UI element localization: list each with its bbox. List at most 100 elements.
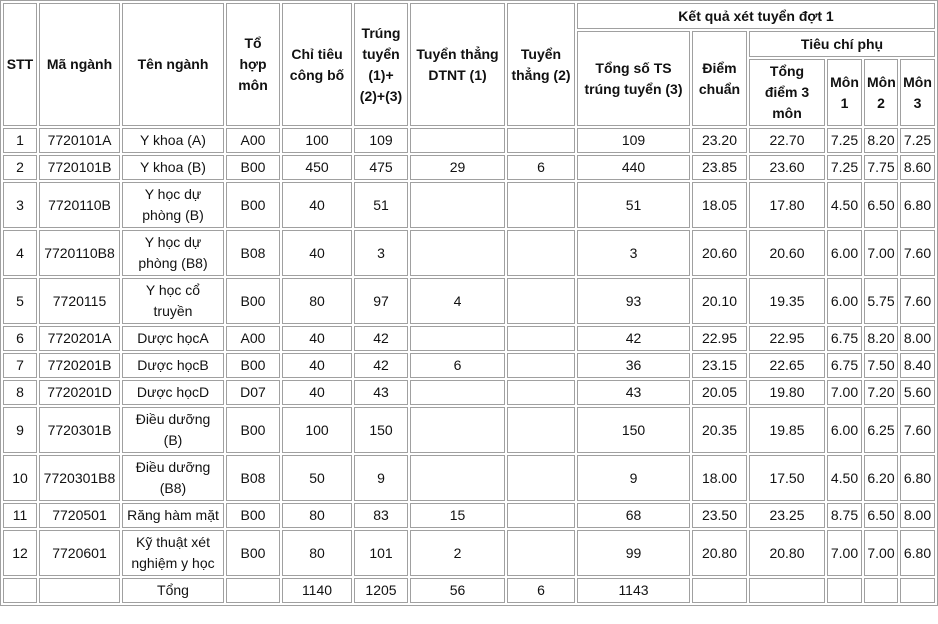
table-cell: 6.00	[827, 407, 862, 453]
table-cell: Điều dưỡng (B)	[122, 407, 224, 453]
table-cell: 7.00	[864, 530, 898, 576]
table-cell	[39, 578, 120, 603]
table-cell: 8.60	[900, 155, 936, 180]
table-cell: 6.75	[827, 326, 862, 351]
table-cell	[226, 578, 280, 603]
table-cell: 23.15	[692, 353, 747, 378]
table-row: 2 7720101B Y khoa (B) B00 450 475 29 6 440 23.85 2…	[3, 155, 936, 180]
table-cell: 40	[282, 380, 352, 405]
table-cell: 20.60	[749, 230, 825, 276]
table-cell: 18.05	[692, 182, 747, 228]
table-cell	[410, 230, 505, 276]
header-cell: Tổng điểm 3 môn	[749, 59, 825, 126]
table-cell: 97	[354, 278, 408, 324]
table-cell	[410, 380, 505, 405]
header-cell: Môn 2	[864, 59, 898, 126]
table-cell: 100	[282, 407, 352, 453]
table-cell	[410, 455, 505, 501]
header-cell: Tên ngành	[122, 3, 224, 126]
table-cell: 6	[507, 578, 575, 603]
table-body: 1 7720101A Y khoa (A) A00 100 109 109 23.20 22.7…	[3, 128, 936, 603]
table-cell: 17.80	[749, 182, 825, 228]
table-cell: 8.40	[900, 353, 936, 378]
table-cell: B00	[226, 278, 280, 324]
table-row: 12 7720601 Kỹ thuật xét nghiệm y học B00 80 1…	[3, 530, 936, 576]
table-cell: 109	[577, 128, 690, 153]
table-cell: B00	[226, 503, 280, 528]
table-cell: 6	[410, 353, 505, 378]
table-cell: 4	[410, 278, 505, 324]
table-cell: 2	[410, 530, 505, 576]
table-cell: 7720101A	[39, 128, 120, 153]
table-row: Tổng 1140 1205 56 6 1143	[3, 578, 936, 603]
table-cell: Dược họcB	[122, 353, 224, 378]
table-cell: 7.20	[864, 380, 898, 405]
table-cell: 23.25	[749, 503, 825, 528]
table-row: 8 7720201D Dược họcD D07 40 43 43 20.05 19.80 7.0…	[3, 380, 936, 405]
admission-table: STT Mã ngành Tên ngành Tổ hợp môn Chỉ ti…	[0, 0, 938, 606]
header-group: Kết quả xét tuyển đợt 1	[577, 3, 936, 29]
table-cell: Răng hàm mặt	[122, 503, 224, 528]
table-row: 1 7720101A Y khoa (A) A00 100 109 109 23.20 22.7…	[3, 128, 936, 153]
table-cell: 23.20	[692, 128, 747, 153]
table-row: 11 7720501 Răng hàm mặt B00 80 83 15 68 23.50 23.…	[3, 503, 936, 528]
table-cell	[410, 182, 505, 228]
table-cell: 40	[282, 182, 352, 228]
table-cell: A00	[226, 326, 280, 351]
table-cell	[507, 407, 575, 453]
table-cell: 22.70	[749, 128, 825, 153]
table-cell: 99	[577, 530, 690, 576]
table-cell	[507, 455, 575, 501]
table-cell: 15	[410, 503, 505, 528]
table-cell: 3	[577, 230, 690, 276]
table-cell	[827, 578, 862, 603]
table-cell	[507, 353, 575, 378]
table-cell: 11	[3, 503, 37, 528]
table-cell: 7720201D	[39, 380, 120, 405]
table-cell: 22.65	[749, 353, 825, 378]
table-cell: 7720110B	[39, 182, 120, 228]
table-cell: 50	[282, 455, 352, 501]
table-cell: 7720301B8	[39, 455, 120, 501]
table-cell: 8.00	[900, 326, 936, 351]
table-cell: 7.60	[900, 278, 936, 324]
table-cell: 1143	[577, 578, 690, 603]
table-cell: 20.35	[692, 407, 747, 453]
table-cell: Y học dự phòng (B8)	[122, 230, 224, 276]
table-cell: 7720201B	[39, 353, 120, 378]
table-cell: 1205	[354, 578, 408, 603]
table-cell: 7	[3, 353, 37, 378]
header-cell: Tổng số TS trúng tuyển (3)	[577, 31, 690, 126]
table-cell: 7.00	[827, 380, 862, 405]
table-cell: 42	[354, 326, 408, 351]
table-cell: B08	[226, 230, 280, 276]
table-cell: 20.80	[749, 530, 825, 576]
table-cell: 80	[282, 278, 352, 324]
table-cell: 22.95	[692, 326, 747, 351]
table-cell: 12	[3, 530, 37, 576]
table-cell: 20.05	[692, 380, 747, 405]
table-cell: 20.80	[692, 530, 747, 576]
table-cell: 101	[354, 530, 408, 576]
table-row: 7 7720201B Dược họcB B00 40 42 6 36 23.15 22.65 6.…	[3, 353, 936, 378]
table-cell: 7720110B8	[39, 230, 120, 276]
table-cell: 17.50	[749, 455, 825, 501]
table-cell	[3, 578, 37, 603]
table-cell: Y học dự phòng (B)	[122, 182, 224, 228]
table-cell: Y khoa (A)	[122, 128, 224, 153]
header-group: Tiêu chí phụ	[749, 31, 936, 57]
table-cell: 83	[354, 503, 408, 528]
table-cell: 7.25	[900, 128, 936, 153]
table-cell: 4	[3, 230, 37, 276]
table-cell: 43	[577, 380, 690, 405]
table-cell: 6.00	[827, 278, 862, 324]
table-cell: 7720301B	[39, 407, 120, 453]
table-cell: 40	[282, 326, 352, 351]
table-cell: 10	[3, 455, 37, 501]
table-cell: 40	[282, 353, 352, 378]
table-cell: Dược họcD	[122, 380, 224, 405]
table-cell: 6.50	[864, 182, 898, 228]
header-cell: STT	[3, 3, 37, 126]
table-cell: 22.95	[749, 326, 825, 351]
